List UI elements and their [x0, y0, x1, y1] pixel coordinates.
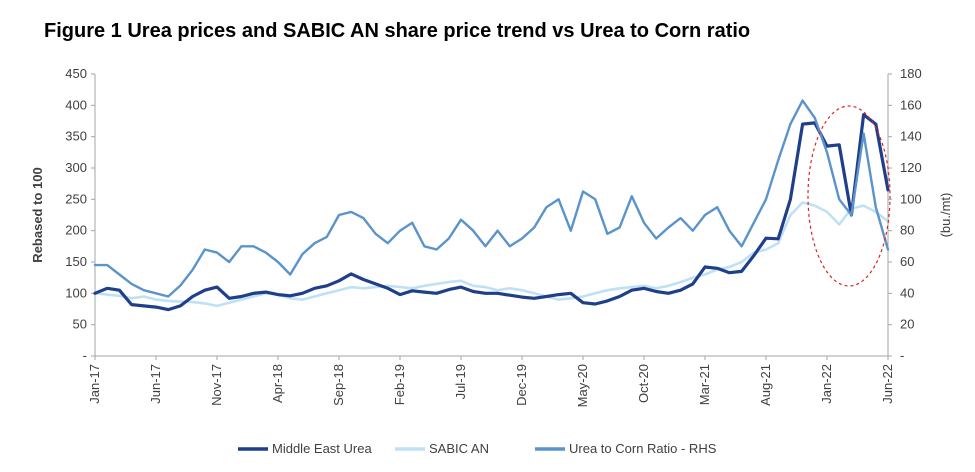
- x-tick-label: Dec-19: [514, 364, 529, 406]
- x-ticks: Jan-17 Jun-17 Nov-17 Apr-18 Sep-18 Feb-19 Jul-…: [87, 356, 895, 407]
- x-tick-label: Jun-17: [148, 364, 163, 404]
- legend-item-urea-corn-ratio: Urea to Corn Ratio - RHS: [535, 441, 717, 456]
- legend-label: Urea to Corn Ratio - RHS: [569, 441, 717, 456]
- series-line-urea-corn-ratio: [93, 99, 890, 298]
- x-tick-label: Sep-18: [331, 364, 346, 406]
- left-y-tick-label: 250: [65, 191, 87, 206]
- left-y-tick-label: 100: [65, 285, 87, 300]
- axes: [94, 74, 889, 357]
- legend-item-middle-east-urea: Middle East Urea: [238, 441, 372, 456]
- right-y-tick-label: 80: [900, 223, 914, 238]
- x-tick-label: Jun-22: [880, 364, 895, 404]
- legend-item-sabic-an: SABIC AN: [395, 441, 489, 456]
- left-y-tick-label: 300: [65, 160, 87, 175]
- legend-label: Middle East Urea: [272, 441, 372, 456]
- x-tick-label: Jan-17: [87, 364, 102, 404]
- left-y-tick-label: 450: [65, 66, 87, 81]
- right-y-tick-label: 20: [900, 317, 914, 332]
- right-y-tick-label: 100: [900, 191, 922, 206]
- x-tick-label: Aug-21: [758, 364, 773, 406]
- x-tick-label: Jul-19: [453, 364, 468, 399]
- left-y-tick-label: 400: [65, 97, 87, 112]
- left-y-axis-title: Rebased to 100: [30, 167, 45, 262]
- x-tick-label: Jan-22: [819, 364, 834, 404]
- series-line-middle-east-urea: [93, 113, 890, 312]
- x-tick-label: Oct-20: [636, 364, 651, 403]
- x-tick-label: Mar-21: [697, 364, 712, 405]
- highlight-ellipse-annotation: [807, 105, 891, 287]
- legend: Middle East Urea SABIC AN Urea to Corn Rat…: [238, 441, 717, 456]
- legend-label: SABIC AN: [429, 441, 489, 456]
- right-y-tick-label: 160: [900, 97, 922, 112]
- right-y-tick-label: -: [900, 348, 904, 363]
- right-y-axis-title: (bu./mt): [938, 193, 953, 238]
- right-y-tick-label: 180: [900, 66, 922, 81]
- right-y-tick-label: 60: [900, 254, 914, 269]
- left-y-tick-label: -: [83, 348, 87, 363]
- x-tick-label: May-20: [575, 364, 590, 407]
- chart-title: Figure 1 Urea prices and SABIC AN share …: [44, 20, 751, 42]
- x-tick-label: Nov-17: [209, 364, 224, 406]
- series-line-sabic-an: [93, 201, 890, 308]
- left-y-ticks: - 50 100 150 200 250 300 350 400 450: [65, 66, 95, 363]
- left-y-tick-label: 350: [65, 129, 87, 144]
- left-y-tick-label: 200: [65, 223, 87, 238]
- left-y-tick-label: 150: [65, 254, 87, 269]
- right-y-tick-label: 40: [900, 285, 914, 300]
- right-y-tick-label: 120: [900, 160, 922, 175]
- x-tick-label: Feb-19: [392, 364, 407, 405]
- x-tick-label: Apr-18: [270, 364, 285, 403]
- series-lines: [93, 99, 890, 312]
- right-y-tick-label: 140: [900, 129, 922, 144]
- left-y-tick-label: 50: [73, 317, 87, 332]
- right-y-ticks: - 20 40 60 80 100 120 140 160 180: [888, 66, 922, 363]
